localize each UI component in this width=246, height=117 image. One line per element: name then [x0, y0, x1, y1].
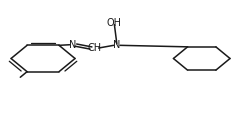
Text: N: N — [69, 40, 76, 50]
Text: N: N — [113, 40, 121, 50]
Text: OH: OH — [107, 18, 122, 28]
Text: CH: CH — [88, 43, 102, 53]
